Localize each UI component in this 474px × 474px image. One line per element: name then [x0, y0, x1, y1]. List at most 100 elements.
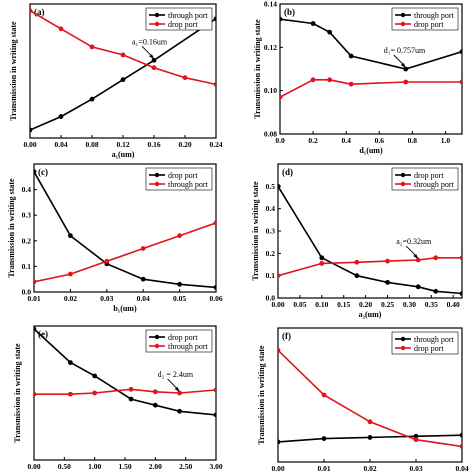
data-point: [30, 8, 33, 14]
data-point: [140, 246, 146, 251]
data-point: [385, 279, 390, 285]
data-point: [140, 276, 146, 282]
annotation-label: d₁= 0.757um: [384, 46, 426, 55]
data-point: [213, 412, 216, 418]
data-point: [120, 77, 126, 83]
x-tick-label: 0.02: [363, 464, 376, 473]
x-tick-label: 0.4: [341, 136, 351, 145]
data-point: [89, 44, 95, 50]
legend-label: drop port: [414, 344, 444, 353]
legend-marker: [400, 345, 406, 351]
x-axis-label: a₁(um): [112, 150, 135, 159]
chart-panel-4: (d) 0.00 0.05 0.10 0.15 0.20 0.25 0.30 0.35 0.40 0…: [251, 163, 463, 319]
data-point: [348, 81, 354, 87]
data-point: [385, 258, 390, 264]
data-point: [319, 260, 325, 266]
y-axis-label: Transmission in writing state: [7, 178, 16, 278]
data-point: [459, 443, 462, 449]
data-point: [68, 233, 73, 239]
data-point: [459, 79, 462, 85]
data-point: [433, 255, 439, 261]
x-tick-label: 0.01: [317, 464, 330, 473]
x-axis-label: a₂(um): [359, 310, 382, 319]
x-tick-label: 1.00: [88, 462, 101, 471]
series-line-2: [280, 79, 462, 98]
y-axis-label: Transmission in writing state: [9, 21, 18, 121]
panel-tag: (b): [284, 7, 295, 17]
data-point: [354, 259, 360, 265]
series-line-1: [278, 185, 462, 295]
x-tick-label: 0.04: [137, 294, 150, 303]
y-tick-label: 0.4: [266, 204, 276, 213]
data-point: [120, 52, 126, 58]
data-point: [321, 392, 327, 398]
legend-marker: [400, 336, 406, 342]
data-point: [34, 391, 37, 397]
data-point: [310, 77, 316, 83]
legend-label: through port: [168, 11, 209, 20]
x-tick-label: 0.0: [275, 136, 285, 145]
series-line-1: [280, 18, 462, 70]
annotation-arrowhead: [400, 63, 406, 68]
x-tick-label: 0.04: [54, 140, 67, 149]
y-tick-label: 0.0: [266, 294, 276, 303]
series-line-2: [34, 222, 216, 283]
x-tick-label: 0.15: [337, 300, 350, 309]
x-tick-label: 0.20: [359, 300, 372, 309]
legend-label: drop port: [168, 20, 198, 29]
annotation-label: a₂=0.32um: [396, 237, 432, 246]
data-point: [92, 390, 98, 396]
x-tick-label: 0.10: [315, 300, 328, 309]
annotation-arrowhead: [413, 254, 419, 260]
x-tick-label: 0.20: [178, 140, 191, 149]
x-tick-label: 0.05: [173, 294, 186, 303]
legend-label: through port: [168, 342, 209, 351]
y-tick-label: 0.1: [22, 262, 32, 271]
series-line-2: [278, 349, 462, 448]
panel-tag: (e): [38, 329, 48, 339]
chart-panel-6: (f) 0.00 0.01 0.02 0.03 0.04 Transmission in w…: [257, 327, 469, 473]
annotation: d₂ = 2.4um: [158, 370, 194, 392]
x-tick-label: 0.50: [58, 462, 71, 471]
data-point: [68, 360, 73, 365]
legend-label: through port: [414, 11, 455, 20]
legend-label: drop port: [414, 20, 444, 29]
legend-marker: [154, 181, 160, 187]
plot-area: [280, 16, 462, 100]
x-tick-label: 0.02: [64, 294, 77, 303]
chart-panel-2: (b) 0.0 0.2 0.4 0.6 0.8 1.0 0.08 0.10 0.12 0.14 d₁(…: [253, 0, 463, 155]
data-point: [177, 390, 183, 396]
x-tick-label: 0.12: [116, 140, 129, 149]
legend-marker: [400, 181, 406, 187]
x-tick-label: 0.04: [455, 464, 468, 473]
data-point: [354, 273, 360, 279]
y-tick-label: 0.14: [264, 0, 277, 9]
chart-panel-5: (e) 0.00 0.50 1.00 1.50 2.00 2.50 3.00 Transmiss…: [13, 325, 223, 471]
data-point: [415, 257, 421, 263]
data-point: [152, 389, 158, 395]
legend-label: drop port: [414, 171, 444, 180]
data-point: [151, 65, 157, 71]
plot-frame: [33, 163, 217, 293]
data-point: [278, 439, 281, 445]
annotation-arrowhead: [149, 54, 154, 60]
annotation: a₂=0.32um: [396, 237, 432, 260]
plot-area: [278, 183, 462, 296]
x-tick-label: 0.35: [425, 300, 438, 309]
x-tick-label: 0.01: [27, 294, 40, 303]
x-axis-label: d₁(um): [359, 146, 383, 155]
data-point: [152, 402, 158, 408]
data-point: [34, 326, 37, 332]
data-point: [68, 391, 73, 397]
legend-marker: [400, 21, 406, 27]
y-tick-label: 0.3: [266, 227, 276, 236]
y-tick-label: 0.4: [22, 185, 32, 194]
x-tick-label: 0.00: [23, 140, 36, 149]
x-tick-label: 0.05: [293, 300, 306, 309]
x-tick-label: 1.0: [441, 136, 451, 145]
chart-panel-3: (c) 0.01 0.02 0.03 0.04 0.05 0.06 0.0 0.1 0.2 0.3 0…: [7, 163, 223, 313]
